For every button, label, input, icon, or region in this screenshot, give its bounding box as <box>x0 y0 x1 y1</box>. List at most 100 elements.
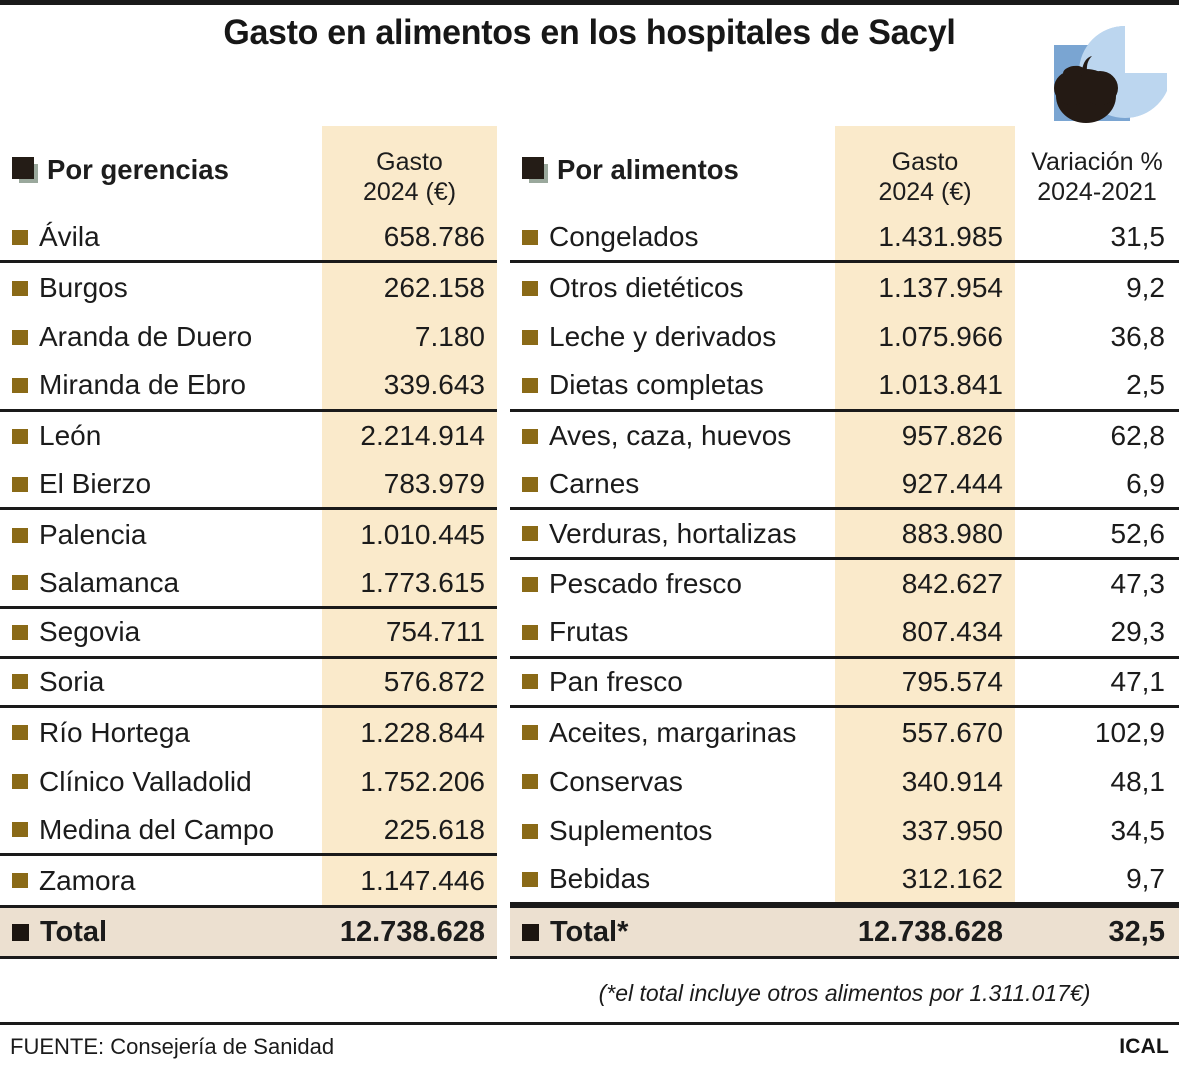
row-gasto: 957.826 <box>901 420 1003 452</box>
apple-logo-icon <box>1032 8 1173 126</box>
row-gasto: 1.010.445 <box>360 519 485 551</box>
row-name-cell: Congelados <box>510 221 835 253</box>
row-marker-icon <box>12 329 28 345</box>
row-gasto: 1.773.615 <box>360 566 485 598</box>
row-marker-icon <box>522 428 538 444</box>
row-name-cell: Salamanca <box>0 567 322 599</box>
row-marker-icon <box>522 576 538 592</box>
row-gasto: 658.786 <box>383 221 485 253</box>
row-marker-icon <box>12 674 28 690</box>
column-header-gasto-line2: 2024 (€) <box>878 177 972 206</box>
row-name: Aceites, margarinas <box>549 716 797 748</box>
total-variacion: 32,5 <box>1108 915 1165 948</box>
row-gasto: 1.752.206 <box>360 765 485 797</box>
row-name-cell: Zamora <box>0 865 322 897</box>
table-por-alimentos: Por alimentos Gasto 2024 (€) Variación %… <box>510 126 1179 960</box>
row-variacion: 31,5 <box>1110 221 1166 253</box>
row-gasto: 927.444 <box>901 468 1003 500</box>
row-name: Soria <box>39 665 105 697</box>
column-header-variacion-line1: Variación % <box>1031 148 1163 176</box>
table-row: Zamora 1.147.446 <box>0 856 497 905</box>
row-gasto: 1.431.985 <box>878 221 1003 253</box>
total-marker-icon <box>12 923 29 941</box>
row-name: Aranda de Duero <box>39 321 253 353</box>
table-por-gerencias: Por gerencias Gasto 2024 (€) Ávila 658.78… <box>0 126 497 960</box>
row-name-cell: Suplementos <box>510 815 835 847</box>
row-name-cell: Medina del Campo <box>0 814 322 846</box>
row-name-cell: Otros dietéticos <box>510 272 835 304</box>
row-variacion: 102,9 <box>1094 716 1165 748</box>
row-marker-icon <box>12 377 28 393</box>
row-gasto: 1.075.966 <box>878 321 1003 353</box>
row-name-cell: Miranda de Ebro <box>0 369 322 401</box>
row-name-cell: Pan fresco <box>510 666 835 698</box>
row-marker-icon <box>12 229 28 245</box>
row-name: Pan fresco <box>549 665 683 697</box>
table-row: Carnes 927.444 6,9 <box>510 461 1179 511</box>
row-name: Clínico Valladolid <box>39 765 252 797</box>
column-header-gasto: Gasto 2024 (€) <box>322 148 497 214</box>
row-name-cell: Aves, caza, huevos <box>510 420 835 452</box>
column-header-alimentos-label: Por alimentos <box>557 153 739 185</box>
row-gasto: 1.147.446 <box>360 864 485 896</box>
column-header-gasto-line1: Gasto <box>891 148 959 176</box>
table-row: Dietas completas 1.013.841 2,5 <box>510 362 1179 412</box>
row-name-cell: Leche y derivados <box>510 321 835 353</box>
section-marker-icon <box>522 156 548 183</box>
row-name-cell: Burgos <box>0 272 322 304</box>
row-name: Carnes <box>549 468 640 500</box>
row-gasto: 312.162 <box>901 863 1003 895</box>
table-header-row: Por alimentos Gasto 2024 (€) Variación %… <box>510 126 1179 214</box>
row-variacion: 48,1 <box>1110 765 1166 797</box>
row-variacion: 34,5 <box>1110 815 1166 847</box>
row-name: Miranda de Ebro <box>39 369 247 401</box>
row-marker-icon <box>522 823 538 839</box>
row-gasto: 2.214.914 <box>360 420 485 452</box>
row-variacion: 52,6 <box>1110 517 1166 549</box>
row-name: Dietas completas <box>549 369 764 401</box>
row-name-cell: Palencia <box>0 519 322 551</box>
row-name-cell: Pescado fresco <box>510 568 835 600</box>
total-label: Total <box>40 915 108 948</box>
table-row: Río Hortega 1.228.844 <box>0 708 497 757</box>
row-name-cell: Carnes <box>510 468 835 500</box>
row-name: Otros dietéticos <box>549 272 744 304</box>
row-marker-icon <box>522 329 538 345</box>
page-title: Gasto en alimentos en los hospitales de … <box>223 12 956 52</box>
row-name: Congelados <box>549 221 699 253</box>
row-marker-icon <box>522 476 538 492</box>
row-name: Verduras, hortalizas <box>549 517 797 549</box>
row-variacion: 6,9 <box>1126 468 1165 500</box>
table-row: Conservas 340.914 48,1 <box>510 757 1179 806</box>
column-header-gerencias: Por gerencias <box>0 154 322 214</box>
gasto-column-highlight <box>835 126 1015 960</box>
table-row: Ávila 658.786 <box>0 214 497 264</box>
row-marker-icon <box>12 575 28 591</box>
row-name: Río Hortega <box>39 716 190 748</box>
row-gasto: 842.627 <box>901 568 1003 600</box>
column-header-alimentos: Por alimentos <box>510 154 835 214</box>
row-name-cell: Soria <box>0 666 322 698</box>
row-name: Pescado fresco <box>549 568 742 600</box>
table-row: Frutas 807.434 29,3 <box>510 609 1179 659</box>
table-row: Salamanca 1.773.615 <box>0 560 497 610</box>
row-name: Aves, caza, huevos <box>549 420 792 452</box>
column-header-gasto: Gasto 2024 (€) <box>835 148 1015 214</box>
row-marker-icon <box>12 725 28 741</box>
table-row: El Bierzo 783.979 <box>0 461 497 511</box>
row-name: El Bierzo <box>39 468 152 500</box>
row-marker-icon <box>522 725 538 741</box>
row-marker-icon <box>522 526 538 542</box>
section-marker-icon <box>12 156 38 183</box>
row-name-cell: Dietas completas <box>510 369 835 401</box>
table-row: Burgos 262.158 <box>0 263 497 312</box>
column-header-gerencias-label: Por gerencias <box>47 153 229 185</box>
row-marker-icon <box>522 624 538 640</box>
table-row: Miranda de Ebro 339.643 <box>0 362 497 412</box>
row-name: Salamanca <box>39 566 180 598</box>
column-header-gasto-line2: 2024 (€) <box>362 177 457 206</box>
row-gasto: 339.643 <box>383 369 485 401</box>
top-rule <box>0 0 1179 5</box>
agency-label: ICAL <box>1119 1035 1169 1058</box>
row-marker-icon <box>12 822 28 838</box>
